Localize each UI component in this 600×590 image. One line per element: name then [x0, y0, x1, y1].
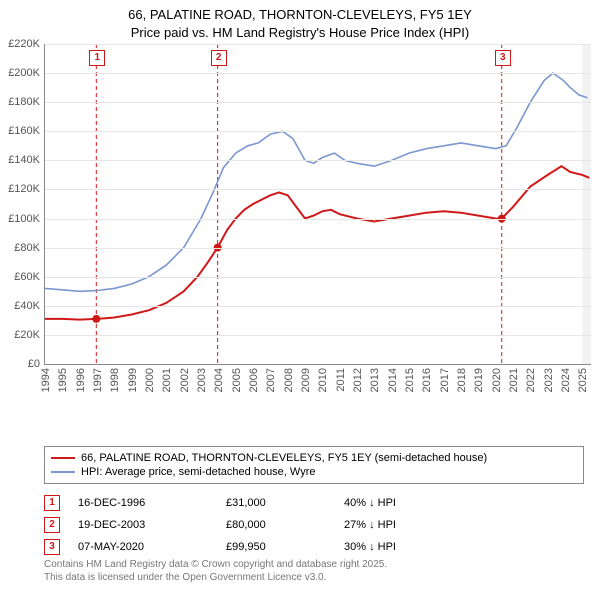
y-axis-label: £140K: [0, 154, 40, 166]
title-line-1: 66, PALATINE ROAD, THORNTON-CLEVELEYS, F…: [0, 6, 600, 24]
x-axis-label: 2014: [387, 368, 399, 392]
x-axis-label: 2004: [213, 368, 225, 392]
gridline: [45, 306, 591, 307]
sale-price: £80,000: [226, 519, 326, 531]
x-axis-label: 2008: [283, 368, 295, 392]
gridline: [45, 160, 591, 161]
x-axis-label: 2000: [144, 368, 156, 392]
y-axis-label: £220K: [0, 38, 40, 50]
x-axis-label: 2025: [577, 368, 589, 392]
x-axis-label: 1994: [40, 368, 52, 392]
x-axis-label: 1999: [127, 368, 139, 392]
legend-label: HPI: Average price, semi-detached house,…: [81, 466, 315, 478]
x-axis-label: 2009: [300, 368, 312, 392]
x-axis-label: 2006: [248, 368, 260, 392]
y-axis-label: £100K: [0, 213, 40, 225]
x-axis-label: 2017: [439, 368, 451, 392]
sale-price: £31,000: [226, 497, 326, 509]
marker-label: 1: [89, 50, 105, 66]
sale-row: 1 16-DEC-1996 £31,000 40% ↓ HPI: [44, 492, 584, 514]
x-axis-label: 1997: [92, 368, 104, 392]
sale-hpi: 40% ↓ HPI: [344, 497, 444, 509]
y-axis-label: £160K: [0, 125, 40, 137]
marker-dot: [92, 315, 100, 323]
y-axis-label: £120K: [0, 183, 40, 195]
y-axis-label: £200K: [0, 67, 40, 79]
x-axis-label: 2007: [265, 368, 277, 392]
sale-price: £99,950: [226, 541, 326, 553]
sale-date: 16-DEC-1996: [78, 497, 208, 509]
x-axis-label: 1995: [57, 368, 69, 392]
gridline: [45, 189, 591, 190]
chart-title: 66, PALATINE ROAD, THORNTON-CLEVELEYS, F…: [0, 0, 600, 41]
x-axis-label: 2022: [525, 368, 537, 392]
sales-table: 1 16-DEC-1996 £31,000 40% ↓ HPI 2 19-DEC-2003…: [44, 492, 584, 558]
x-axis-label: 2010: [317, 368, 329, 392]
line-svg: [45, 44, 591, 364]
x-axis-label: 2002: [179, 368, 191, 392]
x-axis-label: 1998: [109, 368, 121, 392]
gridline: [45, 73, 591, 74]
sale-hpi: 27% ↓ HPI: [344, 519, 444, 531]
sale-row: 3 07-MAY-2020 £99,950 30% ↓ HPI: [44, 536, 584, 558]
sale-marker: 2: [44, 517, 60, 533]
x-axis-label: 2011: [335, 368, 347, 392]
legend-label: 66, PALATINE ROAD, THORNTON-CLEVELEYS, F…: [81, 452, 487, 464]
x-axis-label: 2018: [456, 368, 468, 392]
gridline: [45, 248, 591, 249]
gridline: [45, 102, 591, 103]
x-axis-label: 2023: [543, 368, 555, 392]
x-axis-label: 2012: [352, 368, 364, 392]
legend-item: HPI: Average price, semi-detached house,…: [51, 465, 577, 479]
x-axis-label: 2013: [369, 368, 381, 392]
marker-label: 2: [211, 50, 227, 66]
footnote-line-2: This data is licensed under the Open Gov…: [44, 571, 387, 584]
x-axis-label: 2019: [473, 368, 485, 392]
gridline: [45, 277, 591, 278]
gridline: [45, 219, 591, 220]
sale-date: 07-MAY-2020: [78, 541, 208, 553]
gridline: [45, 44, 591, 45]
sale-hpi: 30% ↓ HPI: [344, 541, 444, 553]
x-axis-label: 2003: [196, 368, 208, 392]
legend-swatch: [51, 471, 75, 473]
marker-label: 3: [495, 50, 511, 66]
title-line-2: Price paid vs. HM Land Registry's House …: [0, 24, 600, 42]
x-axis-label: 1996: [75, 368, 87, 392]
legend-item: 66, PALATINE ROAD, THORNTON-CLEVELEYS, F…: [51, 451, 577, 465]
x-axis-label: 2005: [231, 368, 243, 392]
sale-row: 2 19-DEC-2003 £80,000 27% ↓ HPI: [44, 514, 584, 536]
x-axis-label: 2001: [161, 368, 173, 392]
y-axis-label: £40K: [0, 300, 40, 312]
shaded-band: [582, 44, 591, 364]
x-axis-label: 2024: [560, 368, 572, 392]
footnote: Contains HM Land Registry data © Crown c…: [44, 558, 387, 584]
plot-area: 1 2 3: [44, 44, 591, 365]
y-axis-label: £180K: [0, 96, 40, 108]
y-axis-label: £20K: [0, 329, 40, 341]
chart: 1 2 3 £0 £20K £40K £60K £80K £100K £120K £140K £16…: [0, 44, 600, 404]
y-axis-label: £80K: [0, 242, 40, 254]
legend: 66, PALATINE ROAD, THORNTON-CLEVELEYS, F…: [44, 446, 584, 484]
series-line: [45, 73, 588, 291]
sale-date: 19-DEC-2003: [78, 519, 208, 531]
y-axis-label: £0: [0, 358, 40, 370]
gridline: [45, 131, 591, 132]
x-axis-label: 2020: [491, 368, 503, 392]
y-axis-label: £60K: [0, 271, 40, 283]
legend-swatch: [51, 457, 75, 459]
gridline: [45, 335, 591, 336]
sale-marker: 1: [44, 495, 60, 511]
footnote-line-1: Contains HM Land Registry data © Crown c…: [44, 558, 387, 571]
x-axis-label: 2021: [508, 368, 520, 392]
x-axis-label: 2016: [421, 368, 433, 392]
x-axis-label: 2015: [404, 368, 416, 392]
sale-marker: 3: [44, 539, 60, 555]
